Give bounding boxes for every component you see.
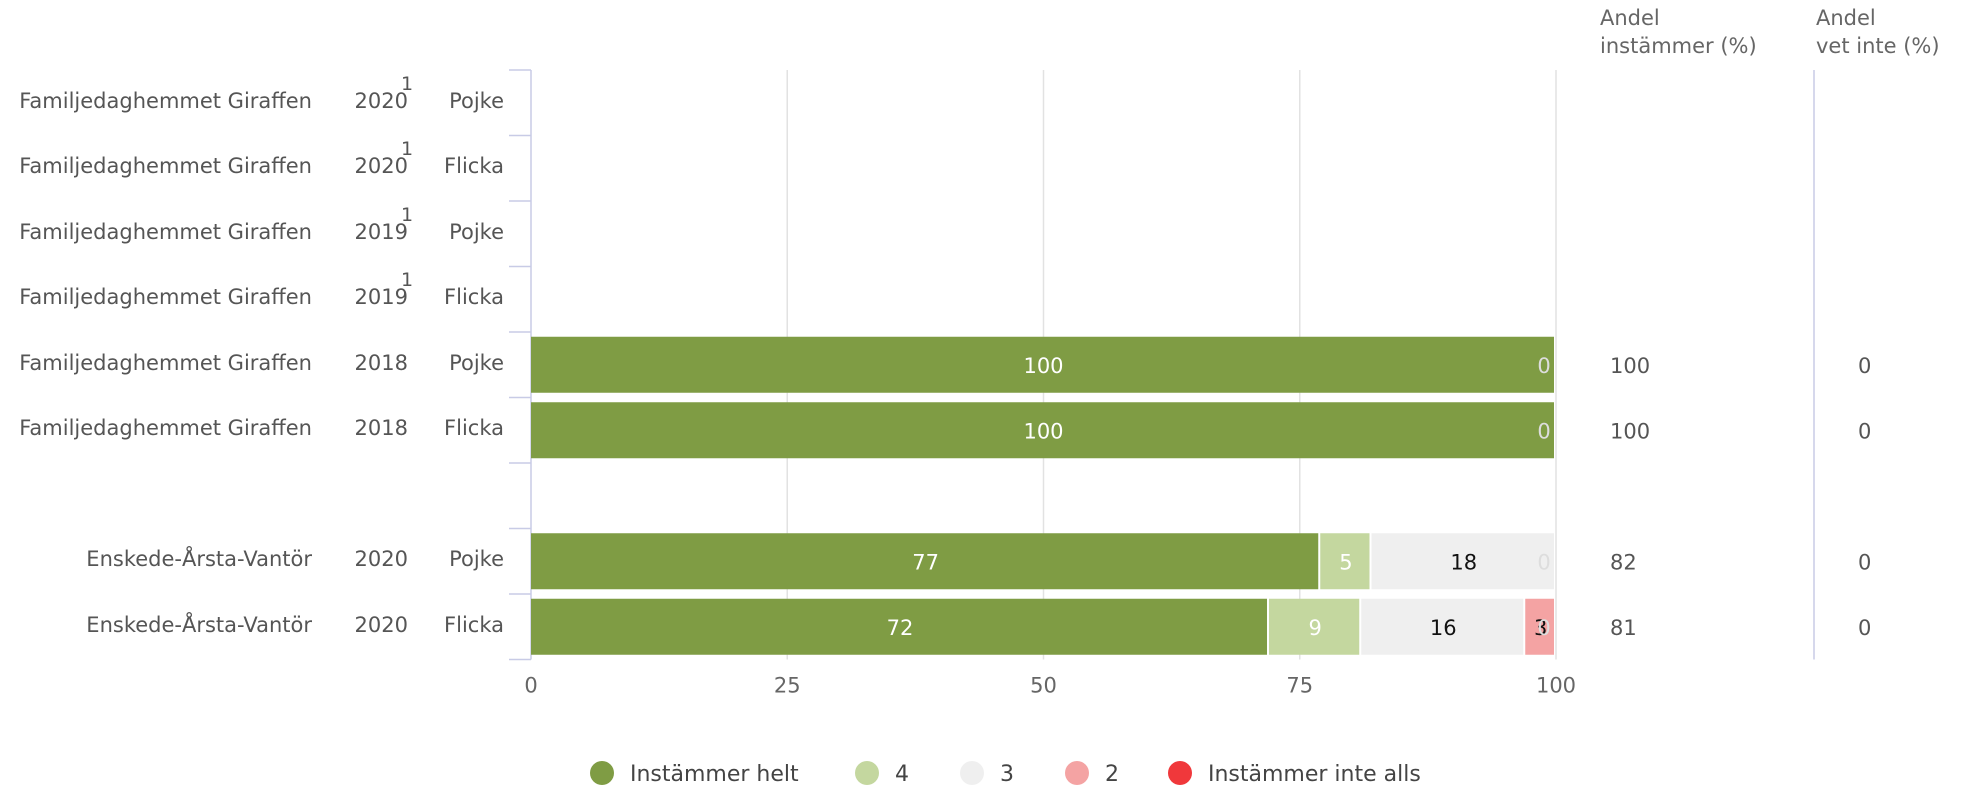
bar-segment [1269,598,1360,655]
bar-data-label: 0 [1537,550,1550,574]
legend: Instämmer helt 4 3 2 Instämmer inte alls [0,761,1980,792]
bar-data-label: 18 [1450,550,1477,574]
row-year-label: 2020 [354,612,408,637]
agree-column-header: Andel instämmer (%) [1600,4,1757,60]
agree-percent-value: 81 [1610,616,1637,640]
row-year-label: 2020 [354,547,408,572]
legend-item[interactable]: 3 [960,761,1014,787]
x-tick-label: 25 [774,674,801,698]
bar-data-label: 77 [912,550,939,574]
bar-data-label: 16 [1430,616,1457,640]
row-unit-label: Familjedaghemmet Giraffen [19,285,312,310]
bar-segment [1320,533,1370,590]
legend-label: Instämmer inte alls [1208,762,1421,787]
bar-data-label: 3 [1534,616,1547,640]
row-gender-label: Flicka [444,612,504,637]
row-unit-label: Familjedaghemmet Giraffen [19,416,312,441]
legend-item[interactable]: 4 [855,761,909,787]
dontknow-percent-value: 0 [1858,354,1871,378]
agree-percent-value: 100 [1610,354,1650,378]
agree-header-line1: Andel [1600,6,1660,30]
legend-swatch-icon [855,761,879,785]
x-tick-label: 50 [1030,674,1057,698]
bar-data-label: 5 [1339,550,1352,574]
legend-label: Instämmer helt [630,762,799,787]
bar-data-label: 0 [1537,419,1550,443]
row-year-label: 2019 [354,219,408,244]
row-gender-label: Flicka [444,285,504,310]
legend-swatch-icon [1168,761,1192,785]
bar-segment [1361,598,1524,655]
agree-header-line2: instämmer (%) [1600,34,1757,58]
bar-data-label: 100 [1023,419,1063,443]
legend-label: 3 [1000,762,1014,787]
dontknow-header-line2: vet inte (%) [1816,34,1940,58]
row-footnote-mark: 1 [401,138,414,161]
legend-item[interactable]: Instämmer helt [590,761,799,787]
bar-segment [531,533,1319,590]
row-year-label: 2018 [354,350,408,375]
bar-segment [1371,533,1554,590]
row-gender-label: Pojke [449,547,504,572]
bar-data-label: 100 [1023,354,1063,378]
row-footnote-mark: 1 [401,72,414,95]
row-year-label: 2020 [354,88,408,113]
row-unit-label: Familjedaghemmet Giraffen [19,154,312,179]
row-unit-label: Enskede-Årsta-Vantör [86,547,312,572]
legend-swatch-icon [590,761,614,785]
row-unit-label: Familjedaghemmet Giraffen [19,350,312,375]
dontknow-percent-value: 0 [1858,550,1871,574]
dontknow-header-line1: Andel [1816,6,1876,30]
row-year-label: 2018 [354,416,408,441]
legend-label: 2 [1105,762,1119,787]
dontknow-column-header: Andel vet inte (%) [1816,4,1940,60]
row-gender-label: Pojke [449,219,504,244]
bar-data-label: 0 [1537,354,1550,378]
dontknow-percent-value: 0 [1858,616,1871,640]
row-gender-label: Flicka [444,154,504,179]
row-gender-label: Pojke [449,350,504,375]
bar-segment [531,402,1554,459]
row-unit-label: Enskede-Årsta-Vantör [86,612,312,637]
legend-swatch-icon [1065,761,1089,785]
row-year-label: 2019 [354,285,408,310]
x-tick-label: 100 [1536,674,1576,698]
bar-data-label: 0 [1537,616,1550,640]
legend-label: 4 [895,762,909,787]
agree-percent-value: 100 [1610,419,1650,443]
row-footnote-mark: 1 [401,269,414,292]
row-year-label: 2020 [354,154,408,179]
legend-item[interactable]: Instämmer inte alls [1168,761,1421,787]
bar-data-label: 9 [1308,616,1321,640]
bar-data-label: 72 [887,616,914,640]
row-unit-label: Familjedaghemmet Giraffen [19,88,312,113]
bar-segment [531,598,1267,655]
dontknow-percent-value: 0 [1858,419,1871,443]
x-tick-label: 0 [524,674,537,698]
legend-item[interactable]: 2 [1065,761,1119,787]
row-unit-label: Familjedaghemmet Giraffen [19,219,312,244]
bar-segment [1525,598,1554,655]
row-gender-label: Pojke [449,88,504,113]
x-tick-label: 75 [1286,674,1313,698]
row-gender-label: Flicka [444,416,504,441]
row-footnote-mark: 1 [401,203,414,226]
agree-percent-value: 82 [1610,550,1637,574]
legend-swatch-icon [960,761,984,785]
bar-segment [531,336,1554,393]
